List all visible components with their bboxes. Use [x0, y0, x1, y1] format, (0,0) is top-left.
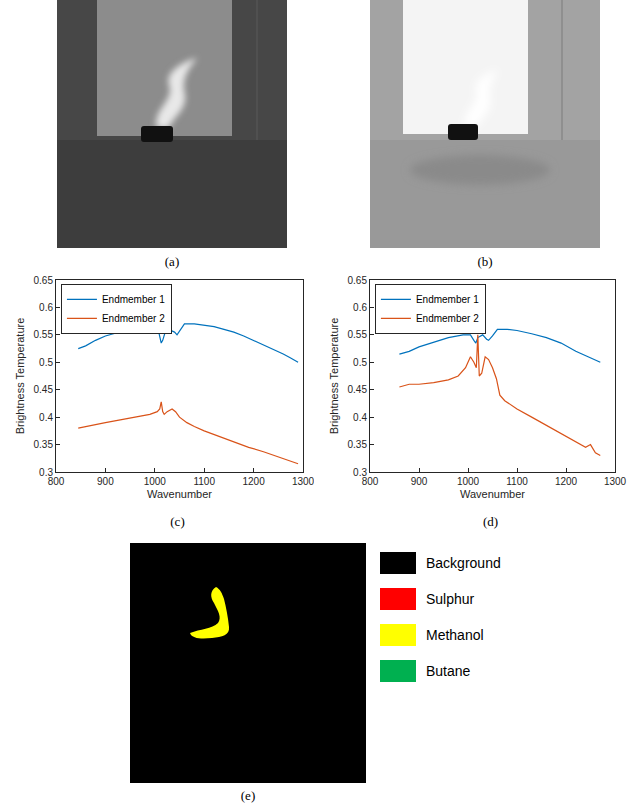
svg-text:800: 800 — [362, 476, 379, 487]
svg-text:0.55: 0.55 — [34, 329, 54, 340]
html-text:(b): (b) — [477, 254, 493, 269]
svg-text:Brightness Temperature: Brightness Temperature — [328, 318, 340, 435]
svg-text:0.4: 0.4 — [39, 412, 53, 423]
svg-text:1100: 1100 — [506, 476, 528, 487]
svg-text:1100: 1100 — [193, 476, 215, 487]
svg-text:Endmember 1: Endmember 1 — [102, 294, 165, 305]
svg-text:Wavenumber: Wavenumber — [460, 488, 525, 500]
svg-text:0.65: 0.65 — [348, 275, 368, 286]
svg-text:900: 900 — [411, 476, 428, 487]
svg-text:0.3: 0.3 — [39, 467, 53, 478]
svg-text:1300: 1300 — [604, 476, 627, 487]
html-text:Butane: Butane — [426, 663, 471, 679]
svg-text:0.55: 0.55 — [348, 329, 368, 340]
svg-text:0.35: 0.35 — [34, 439, 54, 450]
svg-text:0.5: 0.5 — [353, 357, 367, 368]
svg-text:1200: 1200 — [242, 476, 265, 487]
html-text:(e): (e) — [240, 788, 256, 803]
svg-text:Endmember 1: Endmember 1 — [416, 294, 479, 305]
svg-text:0.5: 0.5 — [39, 357, 53, 368]
svg-text:Endmember 2: Endmember 2 — [102, 313, 165, 324]
svg-text:Wavenumber: Wavenumber — [147, 488, 212, 500]
html-text:Sulphur: Sulphur — [426, 591, 475, 607]
svg-text:1200: 1200 — [555, 476, 578, 487]
svg-text:Endmember 2: Endmember 2 — [416, 313, 479, 324]
html-text:(a): (a) — [164, 254, 180, 269]
html-text:Background: Background — [426, 555, 501, 571]
svg-text:800: 800 — [48, 476, 65, 487]
svg-text:0.65: 0.65 — [34, 275, 54, 286]
html-text:(d): (d) — [482, 514, 499, 529]
svg-text:0.45: 0.45 — [34, 384, 54, 395]
svg-text:0.35: 0.35 — [348, 439, 368, 450]
svg-text:900: 900 — [97, 476, 114, 487]
svg-text:1300: 1300 — [292, 476, 315, 487]
svg-text:0.45: 0.45 — [348, 384, 368, 395]
svg-text:0.3: 0.3 — [353, 467, 367, 478]
svg-text:0.4: 0.4 — [353, 412, 367, 423]
svg-text:0.6: 0.6 — [39, 302, 53, 313]
html-text:(c): (c) — [170, 514, 185, 529]
svg-text:Brightness Temperature: Brightness Temperature — [14, 318, 26, 435]
svg-text:1000: 1000 — [457, 476, 480, 487]
svg-text:0.6: 0.6 — [353, 302, 367, 313]
html-text:Methanol: Methanol — [426, 627, 484, 643]
svg-text:1000: 1000 — [144, 476, 167, 487]
